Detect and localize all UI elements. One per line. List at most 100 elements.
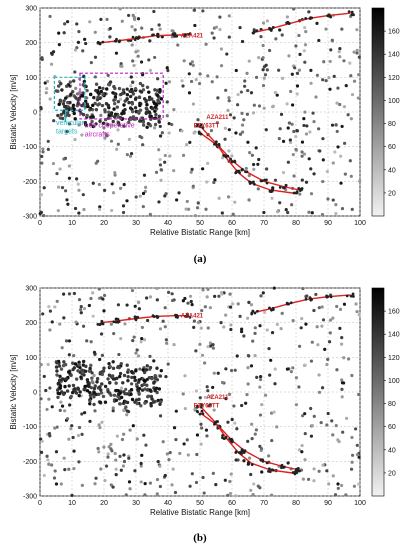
track-point <box>188 315 192 319</box>
cluster-point <box>153 105 158 109</box>
cluster-point <box>153 374 157 378</box>
detection-point <box>228 113 233 117</box>
detection-point <box>215 121 219 125</box>
detection-point <box>103 293 107 298</box>
detection-point <box>258 377 263 382</box>
detection-point <box>255 375 259 379</box>
cluster-point <box>89 115 93 119</box>
detection-point <box>201 288 205 292</box>
cluster-point <box>101 121 106 125</box>
track-point <box>196 410 199 414</box>
cluster-point <box>156 100 161 104</box>
detection-point <box>324 27 328 31</box>
cluster-point <box>85 88 89 93</box>
detection-point <box>218 15 222 19</box>
cluster-point <box>106 110 111 114</box>
detection-point <box>195 452 199 457</box>
detection-point <box>119 62 123 66</box>
detection-point <box>325 362 329 367</box>
cluster-point <box>97 91 101 96</box>
detection-point <box>357 55 361 59</box>
panel-label: (b) <box>193 532 207 544</box>
detection-point <box>163 306 167 310</box>
track-label: AZA421 <box>181 313 204 319</box>
detection-point <box>89 340 93 344</box>
cluster-point <box>133 87 138 91</box>
detection-point <box>80 432 84 436</box>
detection-point <box>105 17 109 21</box>
track-point <box>240 168 244 171</box>
track-point <box>256 309 259 313</box>
detection-point <box>286 126 290 130</box>
detection-point <box>59 400 63 404</box>
detection-point <box>118 186 123 190</box>
track-point <box>113 39 117 43</box>
detection-point <box>127 137 131 142</box>
track-point <box>347 10 351 14</box>
detection-point <box>139 340 143 344</box>
detection-point <box>220 211 224 215</box>
detection-point <box>110 449 114 453</box>
detection-point <box>227 149 231 153</box>
cluster-point <box>143 387 147 391</box>
detection-point <box>254 146 258 150</box>
detection-point <box>161 440 165 444</box>
detection-point <box>245 71 249 75</box>
cluster-point <box>64 377 69 381</box>
detection-point <box>188 294 193 298</box>
detection-point <box>340 27 344 31</box>
detection-point <box>136 54 140 58</box>
cluster-point <box>56 84 61 88</box>
detection-point <box>190 167 194 171</box>
detection-point <box>166 68 170 73</box>
detection-point <box>58 167 62 171</box>
detection-point <box>355 452 360 457</box>
cluster-point <box>60 377 65 381</box>
detection-point <box>40 439 44 443</box>
detection-point <box>240 123 245 127</box>
cluster-point <box>81 83 85 87</box>
detection-point <box>167 80 172 84</box>
detection-point <box>74 320 78 324</box>
track-label: EZY63TT <box>194 404 220 410</box>
detection-point <box>232 116 236 120</box>
detection-point <box>67 353 71 357</box>
cluster-point <box>66 370 71 374</box>
detection-point <box>118 97 123 101</box>
cluster-point <box>89 363 93 368</box>
track-point <box>230 439 234 442</box>
cluster-point <box>107 391 112 395</box>
cluster-point <box>97 86 102 90</box>
detection-point <box>300 450 304 454</box>
detection-point <box>340 483 344 488</box>
detection-point <box>50 320 54 324</box>
detection-point <box>300 150 304 154</box>
detection-point <box>131 13 135 17</box>
cluster-point <box>72 366 77 370</box>
detection-point <box>109 442 113 446</box>
track-point <box>200 409 204 413</box>
cluster-point <box>71 383 76 388</box>
detection-point <box>259 35 263 39</box>
detection-point <box>185 143 189 147</box>
track-point <box>217 143 221 146</box>
detection-point <box>294 148 298 152</box>
detection-point <box>324 79 328 83</box>
detection-point <box>325 423 329 427</box>
detection-point <box>98 357 102 362</box>
detection-point <box>90 379 94 384</box>
detection-point <box>234 458 238 462</box>
detection-point <box>125 303 129 307</box>
detection-point <box>227 128 231 132</box>
track-point <box>214 140 218 144</box>
detection-point <box>286 210 290 215</box>
detection-point <box>355 28 359 32</box>
detection-point <box>109 139 114 143</box>
detection-point <box>181 84 185 88</box>
detection-point <box>300 140 305 144</box>
x-tick-label: 60 <box>228 220 236 227</box>
detection-point <box>124 387 128 391</box>
detection-point <box>77 211 81 215</box>
cluster-point <box>144 110 149 115</box>
detection-point <box>188 484 192 488</box>
